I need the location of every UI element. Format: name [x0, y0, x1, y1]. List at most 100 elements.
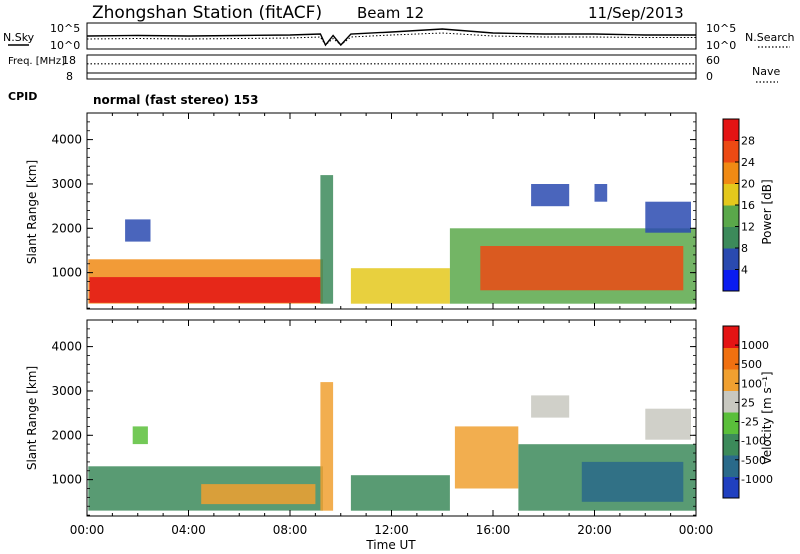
colorbar-segment [723, 205, 739, 227]
ytick-label: 4000 [51, 133, 82, 147]
velocity-colorbar: 1000 500 100 25 -25 -100 -500 -1000 [722, 325, 773, 499]
colorbar-tick-label: 28 [741, 135, 755, 148]
heatmap-block [645, 201, 691, 233]
power-xaxis [86, 113, 697, 309]
colorbar-segment [723, 248, 739, 270]
velocity-heatmap [88, 382, 696, 511]
xtick-label: 00:00 [70, 523, 105, 537]
colorbar-frame [722, 325, 740, 499]
colorbar-segment [723, 269, 739, 292]
heatmap-block [645, 408, 691, 440]
heatmap-block [89, 277, 321, 303]
heatmap-block [125, 219, 151, 242]
heatmap-block [320, 175, 334, 304]
heatmap-block [201, 484, 316, 505]
colorbar-segment [723, 412, 739, 434]
xtick-label: 12:00 [374, 523, 409, 537]
colorbar-tick-label: 20 [741, 178, 755, 191]
colorbar-segment [723, 390, 739, 413]
colorbar-tick-label: 4 [741, 264, 748, 277]
colorbar-segment [723, 433, 739, 456]
colorbar-tick-label: 500 [741, 358, 762, 371]
heatmap-block [531, 395, 570, 418]
nave-label: Nave [752, 65, 780, 78]
beam-label: Beam 12 [357, 4, 424, 22]
colorbar-segment [723, 347, 739, 370]
nsky-label: N.Sky [3, 31, 35, 44]
colorbar-tick-label: 25 [741, 396, 755, 409]
colorbar-tick-label: 16 [741, 199, 755, 212]
colorbar-tick-label: 12 [741, 221, 755, 234]
colorbar-segment [723, 455, 739, 477]
figure-title: Zhongshan Station (fitACF) [92, 3, 322, 23]
noise-panel: N.Sky 10^5 10^0 10^5 10^0 N.Search [3, 22, 795, 52]
heatmap-block [132, 426, 148, 445]
noise-left-tick-high: 10^5 [50, 22, 80, 35]
ytick-label: 1000 [51, 473, 82, 487]
power-panel: Slant Range [km] 4000 3000 2000 1000 28 24 20… [25, 112, 774, 310]
ytick-label: 2000 [51, 428, 82, 442]
colorbar-tick-label: -25 [741, 416, 759, 429]
colorbar-tick-label: 100 [741, 377, 762, 390]
xtick-label: 20:00 [577, 523, 612, 537]
ytick-label: 4000 [51, 340, 82, 354]
heatmap-block [454, 426, 519, 489]
power-ylabel: Slant Range [km] [25, 160, 39, 264]
colorbar-tick-label: -500 [741, 454, 766, 467]
cpid-label: CPID [8, 90, 37, 103]
xtick-label: 08:00 [273, 523, 308, 537]
colorbar-segment [723, 326, 739, 348]
heatmap-block [581, 461, 684, 502]
power-colorbar: 28 24 20 16 12 8 4 [722, 118, 755, 292]
nave-tick-low: 0 [706, 70, 713, 83]
colorbar-tick-label: 24 [741, 156, 755, 169]
nsearch-series-line [86, 32, 696, 46]
colorbar-tick-label: -100 [741, 435, 766, 448]
freq-tick-low: 8 [66, 70, 73, 83]
frequency-panel-frame [86, 54, 697, 80]
noise-right-tick-low: 10^0 [706, 39, 736, 52]
cpid-text: normal (fast stereo) 153 [93, 93, 259, 107]
velocity-colorbar-label: Velocity [m s⁻¹] [760, 371, 774, 464]
power-colorbar-label: Power [dB] [760, 179, 774, 244]
heatmap-block [350, 268, 450, 304]
heatmap-block [531, 184, 570, 207]
velocity-xlabel: Time UT [365, 538, 416, 552]
xtick-label: 16:00 [476, 523, 511, 537]
colorbar-segment [723, 476, 739, 499]
colorbar-tick-label: -1000 [741, 473, 773, 486]
colorbar-segment [723, 369, 739, 391]
colorbar-segment [723, 226, 739, 249]
colorbar-segment [723, 162, 739, 184]
ytick-label: 3000 [51, 177, 82, 191]
heatmap-block [480, 246, 684, 291]
freq-label: Freq. [MHz] [8, 56, 65, 67]
noise-right-tick-high: 10^5 [706, 22, 736, 35]
colorbar-segment [723, 119, 739, 141]
freq-tick-high: 18 [62, 54, 76, 67]
date-label: 11/Sep/2013 [588, 4, 684, 22]
xtick-label: 00:00 [679, 523, 714, 537]
ytick-label: 1000 [51, 266, 82, 280]
colorbar-tick-label: 1000 [741, 339, 769, 352]
power-yaxis: 4000 3000 2000 1000 [51, 112, 696, 309]
velocity-yaxis: 4000 3000 2000 1000 [51, 319, 696, 516]
ytick-label: 3000 [51, 384, 82, 398]
heatmap-block [320, 382, 334, 511]
heatmap-block [594, 184, 608, 202]
xtick-label: 04:00 [171, 523, 206, 537]
nave-tick-high: 60 [706, 54, 720, 67]
heatmap-block [350, 475, 450, 511]
colorbar-segment [723, 140, 739, 163]
noise-left-tick-low: 10^0 [50, 39, 80, 52]
frequency-panel: Freq. [MHz] 18 8 60 0 Nave [8, 54, 780, 83]
colorbar-segment [723, 183, 739, 206]
velocity-ylabel: Slant Range [km] [25, 366, 39, 470]
velocity-xaxis: 00:00 04:00 08:00 12:00 16:00 20:00 00:00 [70, 320, 714, 537]
nsearch-label: N.Search [745, 31, 795, 44]
ytick-label: 2000 [51, 221, 82, 235]
colorbar-tick-label: 8 [741, 242, 748, 255]
power-heatmap [88, 175, 696, 304]
